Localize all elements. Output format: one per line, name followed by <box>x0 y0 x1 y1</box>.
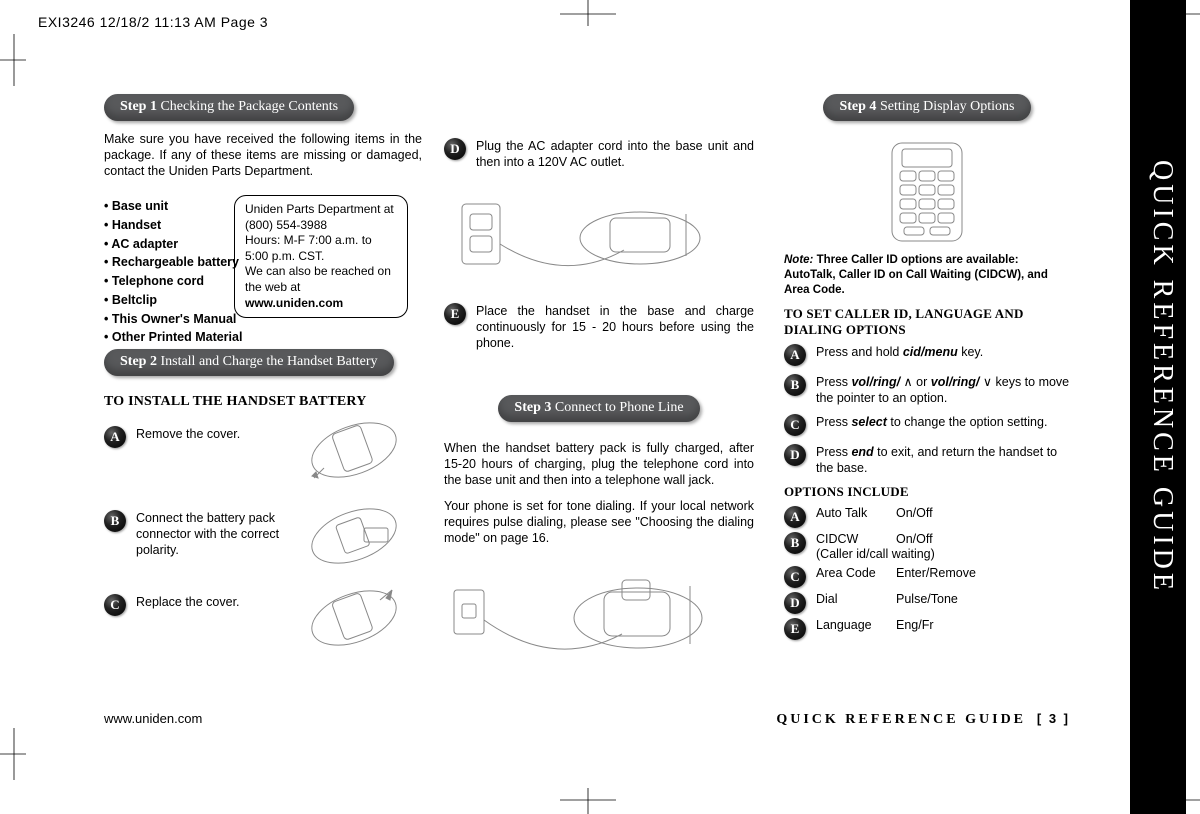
step4-c: Press select to change the option settin… <box>816 414 1047 430</box>
option-row: C Area CodeEnter/Remove <box>784 566 1070 588</box>
bullet: Other Printed Material <box>104 328 254 347</box>
badge-c: C <box>784 566 806 588</box>
footer: www.uniden.com QUICK REFERENCE GUIDE [ 3… <box>104 711 1070 728</box>
col2-d: Plug the AC adapter cord into the base u… <box>476 138 754 170</box>
option-text: CIDCWOn/Off(Caller id/call waiting) <box>816 532 935 562</box>
parts-info-box: Uniden Parts Department at (800) 554-398… <box>234 195 408 318</box>
badge-a: A <box>784 344 806 366</box>
badge-b: B <box>784 374 806 396</box>
option-text: Area CodeEnter/Remove <box>816 566 976 580</box>
badge-e: E <box>784 618 806 640</box>
outlet-illustration <box>454 184 754 292</box>
bullet: Telephone cord <box>104 272 254 291</box>
step2-title: Install and Charge the Handset Battery <box>157 354 378 369</box>
col2-e: Place the handset in the base and charge… <box>476 303 754 351</box>
badge-c: C <box>104 594 126 616</box>
option-row: B CIDCWOn/Off(Caller id/call waiting) <box>784 532 1070 562</box>
handset-keypad-illustration <box>784 137 1070 247</box>
step2-b: Connect the battery pack connector with … <box>136 510 284 558</box>
battery-illustration <box>294 492 414 572</box>
step1-num: Step 1 <box>120 99 157 114</box>
option-row: E LanguageEng/Fr <box>784 618 1070 640</box>
step4-d: Press end to exit, and return the handse… <box>816 444 1070 476</box>
option-text: DialPulse/Tone <box>816 592 958 606</box>
options-head: OPTIONS INCLUDE <box>784 484 1070 500</box>
footer-right: QUICK REFERENCE GUIDE [ 3 ] <box>776 711 1070 728</box>
badge-d: D <box>444 138 466 160</box>
option-row: A Auto TalkOn/Off <box>784 506 1070 528</box>
step1-title: Checking the Package Contents <box>157 99 338 114</box>
handset-illustration <box>294 408 414 486</box>
badge-a: A <box>104 426 126 448</box>
options-list: A Auto TalkOn/Off B CIDCWOn/Off(Caller id/c… <box>784 506 1070 640</box>
page: EXI3246 12/18/2 11:13 AM Page 3 QUICK RE… <box>0 0 1200 814</box>
phoneline-illustration <box>444 560 744 690</box>
step4-num: Step 4 <box>839 99 876 114</box>
column-2: D Plug the AC adapter cord into the base… <box>444 94 754 695</box>
footer-url: www.uniden.com <box>104 711 202 728</box>
step4-title: Setting Display Options <box>876 99 1014 114</box>
step2-c: Replace the cover. <box>136 594 240 610</box>
bullet: This Owner's Manual <box>104 310 254 329</box>
cover-illustration <box>294 576 414 654</box>
step3-p1: When the handset battery pack is fully c… <box>444 440 754 488</box>
option-row: D DialPulse/Tone <box>784 592 1070 614</box>
bullet: Handset <box>104 216 254 235</box>
badge-d: D <box>784 444 806 466</box>
info-line: Uniden Parts Department at (800) 554-398… <box>245 202 397 233</box>
badge-b: B <box>784 532 806 554</box>
badge-e: E <box>444 303 466 325</box>
bullet: Base unit <box>104 197 254 216</box>
step2-a: Remove the cover. <box>136 426 240 442</box>
option-text: LanguageEng/Fr <box>816 618 934 632</box>
bullet: AC adapter <box>104 235 254 254</box>
step2-pill: Step 2 Install and Charge the Handset Ba… <box>104 349 394 376</box>
step4-pill: Step 4 Setting Display Options <box>823 94 1030 121</box>
badge-b: B <box>104 510 126 532</box>
step3-title: Connect to Phone Line <box>551 400 683 415</box>
step3-p2: Your phone is set for tone dialing. If y… <box>444 498 754 546</box>
option-text: Auto TalkOn/Off <box>816 506 933 520</box>
content-area: Step 1 Checking the Package Contents Mak… <box>104 94 1070 734</box>
bullet: Beltclip <box>104 291 254 310</box>
side-tab-text: QUICK REFERENCE GUIDE <box>1146 160 1178 594</box>
badge-c: C <box>784 414 806 436</box>
step1-pill: Step 1 Checking the Package Contents <box>104 94 354 121</box>
bullet: Rechargeable battery <box>104 253 254 272</box>
step4-subhead: TO SET CALLER ID, LANGUAGE AND DIALING O… <box>784 306 1070 338</box>
step3-pill: Step 3 Connect to Phone Line <box>498 395 699 422</box>
badge-d: D <box>784 592 806 614</box>
step1-intro: Make sure you have received the followin… <box>104 131 422 179</box>
step4-a: Press and hold cid/menu key. <box>816 344 983 360</box>
step3-num: Step 3 <box>514 400 551 415</box>
info-line: We can also be reached on the web at www… <box>245 264 397 311</box>
crop-header: EXI3246 12/18/2 11:13 AM Page 3 <box>38 14 268 30</box>
step1-bullets: Base unit Handset AC adapter Rechargeabl… <box>104 197 254 347</box>
column-1: Step 1 Checking the Package Contents Mak… <box>104 94 422 676</box>
step2-num: Step 2 <box>120 354 157 369</box>
step4-b: Press vol/ring/ ∧ or vol/ring/ ∨ keys to… <box>816 374 1070 406</box>
info-line: Hours: M-F 7:00 a.m. to 5:00 p.m. CST. <box>245 233 397 264</box>
column-3: Step 4 Setting Display Options Note: Thr… <box>784 94 1070 644</box>
badge-a: A <box>784 506 806 528</box>
step4-note: Note: Three Caller ID options are availa… <box>784 253 1070 298</box>
